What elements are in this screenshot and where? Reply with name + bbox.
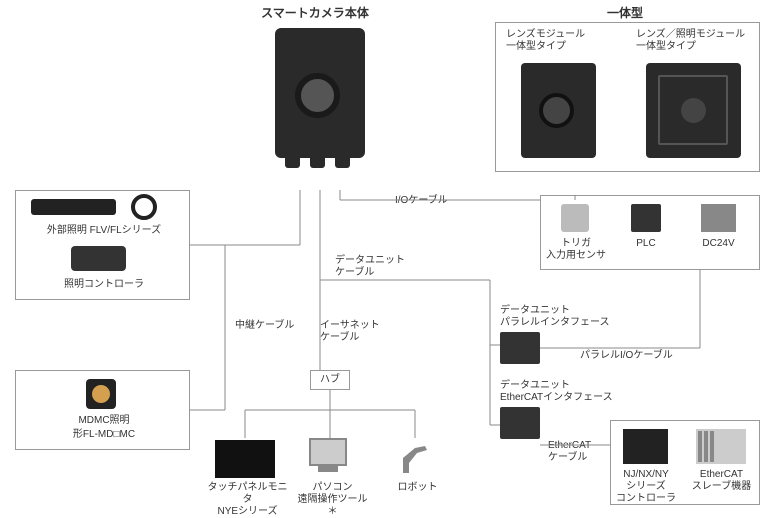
- hub-box: ハブ: [310, 370, 350, 390]
- touch-label: タッチパネルモニタ NYEシリーズ: [205, 482, 290, 518]
- robot-label: ロボット: [395, 482, 440, 494]
- integrated-box: レンズモジュール 一体型タイプ レンズ／照明モジュール 一体型タイプ: [495, 22, 760, 172]
- lighting-box: 外部照明 FLV/FLシリーズ 照明コントローラ: [15, 190, 190, 300]
- bar-light-icon: [31, 199, 116, 215]
- robot-icon: [395, 438, 435, 478]
- touch-monitor-icon: [215, 440, 275, 478]
- plc-icon: [631, 204, 661, 232]
- dataunit-parallel-icon: [500, 332, 540, 364]
- io-devices-box: トリガ 入力用センサ PLC DC24V: [540, 195, 760, 270]
- lens-module-icon: [521, 63, 596, 158]
- lighting-controller-label: 照明コントローラ: [24, 279, 184, 291]
- dataunit-ethercat-label: データユニット EtherCATインタフェース: [500, 380, 613, 404]
- ext-lighting-label: 外部照明 FLV/FLシリーズ: [24, 225, 184, 237]
- nj-label: NJ/NX/NY シリーズ コントローラ: [616, 469, 676, 505]
- nj-controller-icon: [623, 429, 668, 464]
- dc24v-icon: [701, 204, 736, 232]
- ethercat-cable-label: EtherCAT ケーブル: [548, 440, 591, 464]
- mdmc-icon: [86, 379, 116, 409]
- relay-cable-label: 中継ケーブル: [235, 320, 294, 332]
- parallel-io-cable-label: パラレルI/Oケーブル: [580, 350, 673, 362]
- slave-label: EtherCAT スレーブ機器: [689, 469, 754, 493]
- io-cable-label: I/Oケーブル: [395, 195, 448, 207]
- main-title: スマートカメラ本体: [230, 4, 400, 21]
- integrated-title: 一体型: [540, 4, 710, 21]
- dataunit-parallel-label: データユニット パラレルインタフェース: [500, 305, 610, 329]
- pc-label: パソコン 遠隔操作ツール＊: [295, 482, 370, 518]
- mdmc-label1: MDMC照明: [24, 415, 184, 427]
- trigger-sensor-icon: [561, 204, 589, 232]
- ethercat-slave-icon: [696, 429, 746, 464]
- trigger-label: トリガ 入力用センサ: [546, 238, 606, 262]
- dc24v-label: DC24V: [691, 238, 746, 250]
- main-camera-icon: [270, 28, 370, 178]
- mdmc-box: MDMC照明 形FL-MD□MC: [15, 370, 190, 450]
- ethernet-cable-label: イーサネット ケーブル: [320, 320, 380, 344]
- pc-icon: [305, 438, 350, 476]
- mdmc-label2: 形FL-MD□MC: [24, 429, 184, 441]
- dataunit-cable-label: データユニット ケーブル: [335, 255, 405, 279]
- ring-light-icon: [131, 194, 157, 220]
- lens-module-label: レンズモジュール 一体型タイプ: [506, 29, 585, 53]
- lens-light-module-icon: [646, 63, 741, 158]
- ethercat-devices-box: NJ/NX/NY シリーズ コントローラ EtherCAT スレーブ機器: [610, 420, 760, 505]
- lighting-controller-icon: [71, 246, 126, 271]
- lens-light-module-label: レンズ／照明モジュール 一体型タイプ: [636, 29, 745, 53]
- dataunit-ethercat-icon: [500, 407, 540, 439]
- plc-label: PLC: [621, 238, 671, 250]
